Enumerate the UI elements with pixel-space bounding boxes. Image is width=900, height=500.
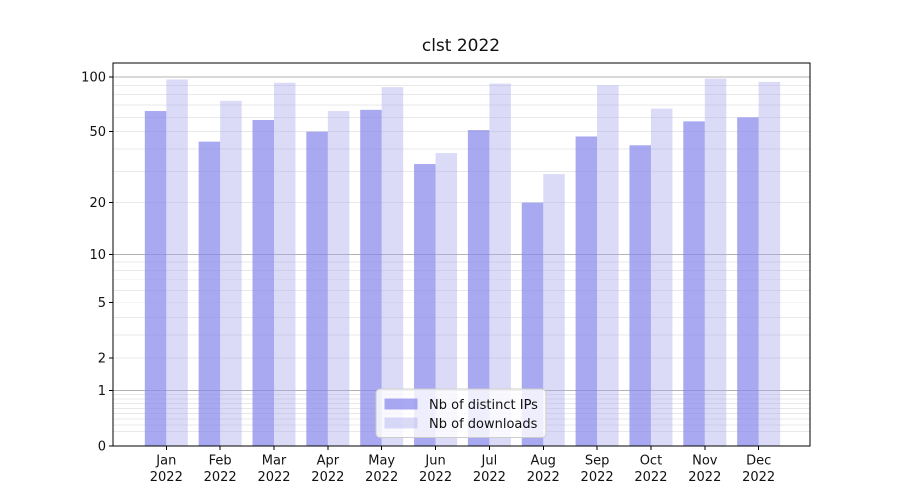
- bar-distinct-ips-oct: [629, 145, 651, 447]
- bar-distinct-ips-may: [360, 109, 382, 446]
- bar-distinct-ips-mar: [252, 119, 274, 446]
- bar-distinct-ips-feb: [198, 141, 221, 447]
- y-tick-label-50: 50: [89, 125, 106, 140]
- y-tick-label-0: 0: [98, 440, 106, 455]
- x-tick-label-month-apr: Apr: [317, 454, 340, 469]
- x-tick-label-month-jan: Jan: [155, 454, 176, 469]
- x-tick-label-year-dec: 2022: [742, 470, 775, 485]
- bar-distinct-ips-aug: [521, 202, 544, 446]
- bar-downloads-nov: [704, 78, 727, 446]
- bar-downloads-oct: [650, 108, 673, 447]
- bar-downloads-dec: [758, 81, 781, 446]
- bar-distinct-ips-nov: [683, 121, 705, 446]
- bar-distinct-ips-dec: [737, 117, 759, 447]
- y-tick-label-1: 1: [98, 384, 106, 399]
- bar-downloads-mar: [274, 82, 296, 446]
- bar-downloads-jul: [489, 83, 511, 446]
- bar-downloads-sep: [597, 85, 619, 446]
- x-tick-label-month-feb: Feb: [209, 454, 232, 469]
- bar-downloads-may: [381, 87, 404, 446]
- x-tick-label-month-mar: Mar: [262, 454, 287, 469]
- bar-layer: [144, 78, 781, 447]
- x-tick-label-year-jul: 2022: [473, 470, 506, 485]
- bar-downloads-jan: [166, 79, 188, 446]
- legend-label-distinct-ips: Nb of distinct IPs: [429, 398, 538, 413]
- x-tick-label-month-jun: Jun: [424, 454, 445, 469]
- y-tick-label-5: 5: [98, 296, 106, 311]
- bar-downloads-aug: [543, 174, 565, 446]
- x-tick-label-month-may: May: [368, 454, 395, 469]
- x-tick-label-year-sep: 2022: [581, 470, 614, 485]
- y-tick-label-20: 20: [89, 196, 106, 211]
- y-tick-label-100: 100: [81, 71, 106, 86]
- legend-swatch-distinct-ips: [384, 398, 418, 410]
- legend-label-downloads: Nb of downloads: [429, 417, 538, 432]
- x-tick-label-year-may: 2022: [365, 470, 398, 485]
- bar-downloads-feb: [220, 100, 242, 447]
- legend-box: [375, 388, 547, 438]
- chart-title: clst 2022: [422, 36, 500, 56]
- x-tick-label-year-jun: 2022: [419, 470, 452, 485]
- x-tick-label-month-aug: Aug: [531, 454, 556, 469]
- y-tick-label-2: 2: [98, 352, 106, 367]
- x-tick-label-month-nov: Nov: [692, 454, 718, 469]
- bar-distinct-ips-jan: [144, 111, 167, 446]
- x-tick-label-year-oct: 2022: [634, 470, 667, 485]
- legend: Nb of distinct IPs Nb of downloads: [375, 388, 547, 438]
- x-tick-label-year-mar: 2022: [257, 470, 290, 485]
- x-tick-label-year-nov: 2022: [688, 470, 721, 485]
- bar-downloads-jun: [435, 153, 458, 446]
- x-tick-label-year-apr: 2022: [311, 470, 344, 485]
- bar-distinct-ips-jul: [467, 130, 490, 446]
- y-tick-label-10: 10: [89, 248, 106, 263]
- x-tick-label-year-jan: 2022: [150, 470, 183, 485]
- bar-downloads-apr: [327, 111, 350, 446]
- x-tick-label-month-oct: Oct: [640, 454, 662, 469]
- bar-distinct-ips-apr: [306, 131, 328, 446]
- x-tick-label-month-jul: Jul: [481, 454, 498, 469]
- bar-distinct-ips-sep: [575, 136, 598, 446]
- x-tick-label-month-dec: Dec: [746, 454, 771, 469]
- x-tick-label-month-sep: Sep: [585, 454, 610, 469]
- x-tick-label-year-feb: 2022: [204, 470, 237, 485]
- legend-swatch-downloads: [384, 417, 418, 429]
- axis-layer: 0125102050100Jan2022Feb2022Mar2022Apr202…: [81, 62, 811, 485]
- x-tick-label-year-aug: 2022: [527, 470, 560, 485]
- bar-distinct-ips-jun: [414, 164, 436, 446]
